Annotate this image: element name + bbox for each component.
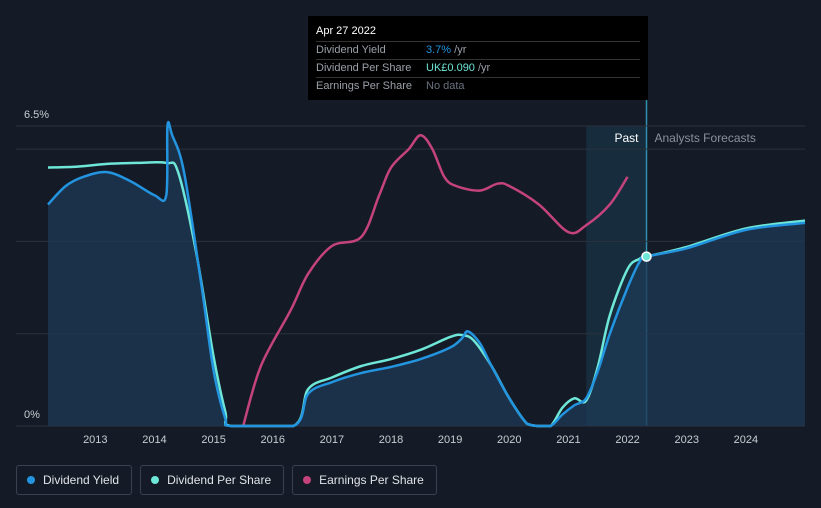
tooltip-unit: /yr bbox=[474, 62, 491, 74]
x-tick-label: 2019 bbox=[438, 434, 462, 446]
x-tick-label: 2016 bbox=[260, 434, 284, 446]
legend-dot-icon bbox=[303, 476, 312, 484]
tooltip-label: Dividend Yield bbox=[316, 44, 386, 56]
series-fill-dividend-yield bbox=[48, 122, 805, 426]
tooltip-unit: /yr bbox=[451, 44, 467, 56]
x-tick-label: 2022 bbox=[615, 434, 639, 446]
x-tick-label: 2021 bbox=[556, 434, 580, 446]
series-line-dividend-yield bbox=[47, 120, 806, 428]
tooltip-value: No data bbox=[426, 80, 465, 92]
legend-label: Earnings Per Share bbox=[319, 473, 424, 487]
x-tick-label: 2015 bbox=[201, 434, 225, 446]
x-tick-label: 2017 bbox=[320, 434, 344, 446]
past-label: Past bbox=[614, 131, 639, 145]
forecast-label: Analysts Forecasts bbox=[655, 131, 756, 145]
tooltip-value: UK£0.090 bbox=[426, 62, 475, 74]
legend-label: Dividend Per Share bbox=[167, 473, 272, 487]
legend-item-dividend-yield[interactable]: Dividend Yield bbox=[16, 465, 133, 495]
x-tick-label: 2024 bbox=[734, 434, 758, 446]
tooltip-row-earnings-per-share: Earnings Per Share No data bbox=[316, 78, 640, 95]
y-tick-label: 6.5% bbox=[24, 109, 49, 121]
hover-marker bbox=[641, 251, 652, 262]
legend-item-earnings-per-share[interactable]: Earnings Per Share bbox=[292, 465, 437, 495]
tooltip-row-dividend-per-share: Dividend Per Share UK£0.090 /yr bbox=[316, 60, 640, 78]
tooltip-value: 3.7% bbox=[426, 44, 452, 56]
legend-label: Dividend Yield bbox=[43, 473, 120, 487]
chart-tooltip: Apr 27 2022 Dividend Yield 3.7% /yr Divid… bbox=[308, 16, 648, 100]
x-tick-label: 2023 bbox=[674, 434, 698, 446]
tooltip-label: Dividend Per Share bbox=[316, 62, 412, 74]
series-line-dividend-per-share bbox=[47, 160, 806, 428]
chart-legend: Dividend Yield Dividend Per Share Earnin… bbox=[16, 465, 437, 495]
x-tick-label: 2014 bbox=[142, 434, 166, 446]
x-tick-label: 2018 bbox=[379, 434, 403, 446]
tooltip-row-dividend-yield: Dividend Yield 3.7% /yr bbox=[316, 42, 640, 60]
legend-item-dividend-per-share[interactable]: Dividend Per Share bbox=[140, 465, 285, 495]
y-tick-label: 0% bbox=[24, 409, 40, 421]
tooltip-date: Apr 27 2022 bbox=[316, 16, 640, 42]
legend-dot-icon bbox=[151, 476, 160, 484]
legend-dot-icon bbox=[27, 476, 35, 484]
series-line-earnings-per-share bbox=[241, 133, 629, 427]
tooltip-label: Earnings Per Share bbox=[316, 80, 412, 92]
x-tick-label: 2013 bbox=[83, 434, 107, 446]
x-tick-label: 2020 bbox=[497, 434, 521, 446]
